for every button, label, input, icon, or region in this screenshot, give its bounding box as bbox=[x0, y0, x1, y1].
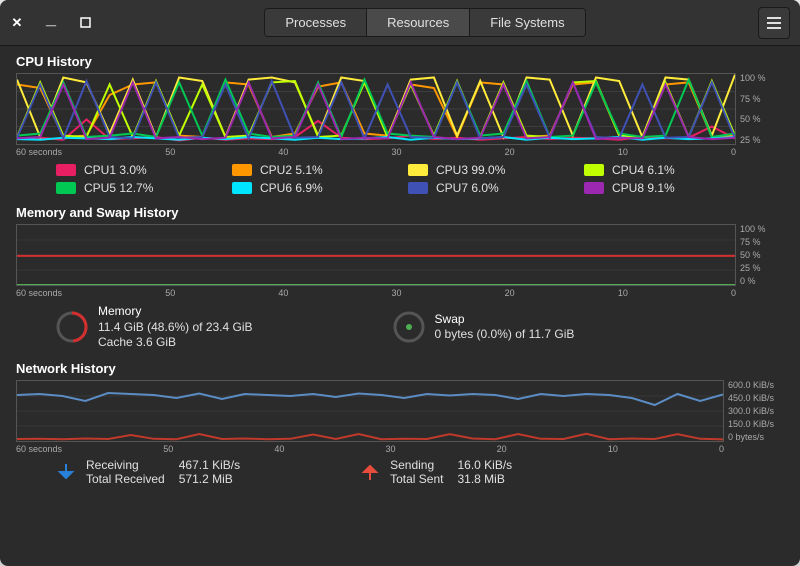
cpu-yaxis: 100 %75 %50 %25 % bbox=[736, 73, 784, 145]
network-title: Network History bbox=[16, 361, 784, 376]
network-yaxis: 600.0 KiB/s450.0 KiB/s300.0 KiB/s150.0 K… bbox=[724, 380, 784, 442]
memory-section: Memory and Swap History 100 %75 %50 %25 … bbox=[16, 205, 784, 357]
cpu-legend-label: CPU1 3.0% bbox=[84, 163, 147, 177]
color-swatch bbox=[408, 164, 428, 176]
cpu-legend: CPU1 3.0% CPU2 5.1% CPU3 99.0% CPU4 6.1% CPU… bbox=[16, 157, 784, 201]
memory-label: Memory bbox=[98, 304, 253, 320]
receiving-rate: 467.1 KiB/s bbox=[179, 458, 240, 472]
cpu-legend-item[interactable]: CPU7 6.0% bbox=[408, 181, 568, 195]
minimize-icon[interactable]: _ bbox=[44, 12, 58, 26]
cpu-legend-item[interactable]: CPU1 3.0% bbox=[56, 163, 216, 177]
titlebar: ✕ _ Processes Resources File Systems bbox=[0, 0, 800, 46]
memory-yaxis: 100 %75 %50 %25 %0 % bbox=[736, 224, 784, 286]
sending-item: Sending 16.0 KiB/s Total Sent 31.8 MiB bbox=[360, 458, 512, 486]
window-controls: ✕ _ bbox=[10, 16, 92, 30]
network-chart bbox=[16, 380, 724, 442]
resources-content: CPU History 100 %75 %50 %25 % 60 seconds… bbox=[0, 46, 800, 566]
memory-item: Memory 11.4 GiB (48.6%) of 23.4 GiB Cach… bbox=[56, 304, 253, 351]
color-swatch bbox=[232, 164, 252, 176]
cpu-legend-item[interactable]: CPU4 6.1% bbox=[584, 163, 744, 177]
tab-processes[interactable]: Processes bbox=[265, 9, 367, 36]
system-monitor-window: ✕ _ Processes Resources File Systems CPU… bbox=[0, 0, 800, 566]
cpu-legend-label: CPU6 6.9% bbox=[260, 181, 323, 195]
color-swatch bbox=[232, 182, 252, 194]
swap-label: Swap bbox=[435, 312, 575, 328]
cpu-legend-label: CPU2 5.1% bbox=[260, 163, 323, 177]
cpu-legend-item[interactable]: CPU2 5.1% bbox=[232, 163, 392, 177]
download-arrow-icon bbox=[56, 462, 76, 482]
color-swatch bbox=[584, 182, 604, 194]
tab-filesystems[interactable]: File Systems bbox=[470, 9, 584, 36]
receiving-label: Receiving bbox=[86, 458, 165, 472]
cpu-xaxis: 60 seconds50403020100 bbox=[16, 147, 784, 157]
memory-chart bbox=[16, 224, 736, 286]
swap-value: 0 bytes (0.0%) of 11.7 GiB bbox=[435, 327, 575, 343]
swap-pie-icon bbox=[393, 311, 425, 343]
hamburger-menu-button[interactable] bbox=[758, 7, 790, 39]
close-icon[interactable]: ✕ bbox=[10, 16, 24, 30]
maximize-icon[interactable] bbox=[78, 16, 92, 30]
receiving-total: 571.2 MiB bbox=[179, 472, 240, 486]
memory-cache: Cache 3.6 GiB bbox=[98, 335, 253, 351]
sending-label: Sending bbox=[390, 458, 443, 472]
cpu-chart bbox=[16, 73, 736, 145]
sending-total-label: Total Sent bbox=[390, 472, 443, 486]
memory-pie-icon bbox=[56, 311, 88, 343]
cpu-legend-label: CPU8 9.1% bbox=[612, 181, 675, 195]
cpu-legend-item[interactable]: CPU3 99.0% bbox=[408, 163, 568, 177]
color-swatch bbox=[56, 182, 76, 194]
cpu-section: CPU History 100 %75 %50 %25 % 60 seconds… bbox=[16, 54, 784, 201]
network-xaxis: 60 seconds50403020100 bbox=[16, 444, 784, 454]
memory-legend: Memory 11.4 GiB (48.6%) of 23.4 GiB Cach… bbox=[16, 298, 784, 357]
color-swatch bbox=[408, 182, 428, 194]
memory-title: Memory and Swap History bbox=[16, 205, 784, 220]
receiving-total-label: Total Received bbox=[86, 472, 165, 486]
memory-value: 11.4 GiB (48.6%) of 23.4 GiB bbox=[98, 320, 253, 336]
sending-rate: 16.0 KiB/s bbox=[457, 458, 512, 472]
view-tabs: Processes Resources File Systems bbox=[264, 8, 585, 37]
cpu-legend-item[interactable]: CPU5 12.7% bbox=[56, 181, 216, 195]
upload-arrow-icon bbox=[360, 462, 380, 482]
cpu-legend-label: CPU3 99.0% bbox=[436, 163, 505, 177]
cpu-legend-item[interactable]: CPU8 9.1% bbox=[584, 181, 744, 195]
cpu-legend-label: CPU5 12.7% bbox=[84, 181, 153, 195]
network-legend: Receiving 467.1 KiB/s Total Received 571… bbox=[16, 454, 784, 490]
cpu-title: CPU History bbox=[16, 54, 784, 69]
color-swatch bbox=[56, 164, 76, 176]
color-swatch bbox=[584, 164, 604, 176]
receiving-item: Receiving 467.1 KiB/s Total Received 571… bbox=[56, 458, 240, 486]
cpu-legend-label: CPU7 6.0% bbox=[436, 181, 499, 195]
cpu-legend-label: CPU4 6.1% bbox=[612, 163, 675, 177]
tab-resources[interactable]: Resources bbox=[367, 9, 470, 36]
network-section: Network History 600.0 KiB/s450.0 KiB/s30… bbox=[16, 361, 784, 490]
cpu-legend-item[interactable]: CPU6 6.9% bbox=[232, 181, 392, 195]
swap-item: Swap 0 bytes (0.0%) of 11.7 GiB bbox=[393, 304, 575, 351]
sending-total: 31.8 MiB bbox=[457, 472, 512, 486]
memory-xaxis: 60 seconds50403020100 bbox=[16, 288, 784, 298]
